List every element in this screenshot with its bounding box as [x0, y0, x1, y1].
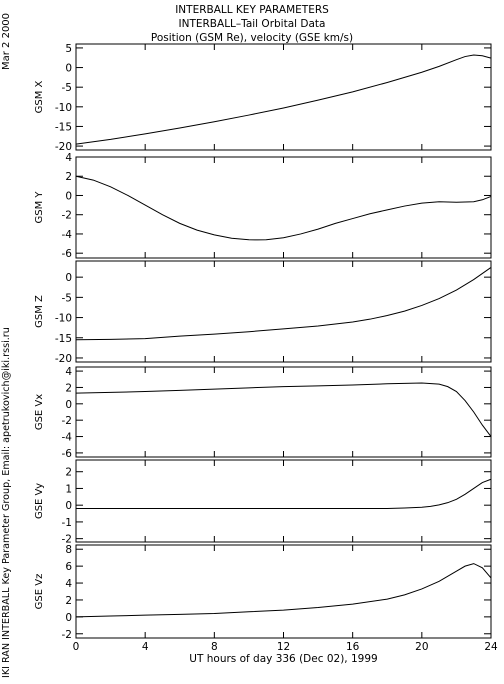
x-tick-label: 8	[211, 641, 218, 653]
y-tick-label: -4	[62, 229, 73, 241]
x-tick-label: 16	[346, 641, 360, 653]
y-tick-label: 2	[65, 171, 72, 183]
y-tick-label: -6	[62, 248, 73, 260]
chart-title: INTERBALL KEY PARAMETERS	[175, 4, 329, 16]
y-tick-label: 0	[65, 272, 72, 284]
series-line	[75, 267, 492, 341]
chart-subtitle-2: Position (GSM Re), velocity (GSE km/s)	[150, 32, 354, 44]
y-tick-label: -10	[55, 313, 72, 325]
y-tick-label: -5	[62, 82, 72, 94]
title-block: INTERBALL KEY PARAMETERS INTERBALL–Tail …	[0, 3, 504, 45]
y-tick-label: -4	[62, 432, 73, 444]
y-tick-label: 0	[65, 63, 72, 75]
y-tick-label: 1	[65, 483, 72, 495]
series-line	[75, 563, 492, 618]
y-tick-label: -2	[62, 415, 72, 427]
x-tick-label: 0	[73, 641, 80, 653]
chart-subtitle: INTERBALL–Tail Orbital Data	[178, 18, 326, 30]
y-tick-label: -1	[62, 517, 72, 529]
y-tick-label: 0	[65, 399, 72, 411]
y-tick-label: -20	[55, 353, 72, 365]
y-tick-label: 5	[65, 43, 72, 55]
y-axis-label: GSE Vx	[34, 394, 45, 430]
y-axis-label: GSE Vz	[34, 574, 45, 610]
x-axis-label: UT hours of day 336 (Dec 02), 1999	[189, 653, 377, 665]
y-tick-label: 4	[65, 152, 72, 164]
y-tick-label: -6	[62, 448, 73, 460]
y-tick-label: -2	[62, 534, 72, 546]
y-tick-label: 4	[65, 578, 72, 590]
y-tick-label: -2	[62, 210, 72, 222]
y-axis-label: GSM X	[34, 80, 45, 113]
series-line	[75, 382, 492, 437]
x-tick-label: 20	[415, 641, 428, 653]
y-tick-label: -15	[55, 333, 72, 345]
x-tick-label: 4	[142, 641, 149, 653]
y-axis-label: GSE Vy	[34, 483, 45, 519]
y-tick-label: 4	[65, 366, 72, 378]
panel-frame	[75, 544, 492, 639]
y-tick-label: 0	[65, 190, 72, 202]
y-tick-label: 2	[65, 595, 72, 607]
panel-frame	[75, 260, 492, 363]
y-tick-label: 6	[65, 561, 72, 573]
panel-frame	[75, 366, 492, 458]
series-line	[75, 175, 492, 241]
y-tick-label: -2	[62, 629, 72, 641]
panel-frame	[75, 459, 492, 543]
y-tick-label: -15	[55, 121, 72, 133]
y-tick-label: 0	[65, 612, 72, 624]
panel-frame	[75, 43, 492, 151]
x-tick-label: 24	[484, 641, 498, 653]
y-tick-label: -20	[55, 141, 72, 153]
y-tick-label: 0	[65, 500, 72, 512]
series-line	[76, 478, 492, 510]
y-tick-label: -5	[62, 292, 72, 304]
panel-frame	[75, 156, 492, 259]
y-axis-label: GSM Z	[34, 295, 45, 328]
x-tick-label: 12	[277, 641, 290, 653]
y-tick-label: 2	[65, 467, 72, 479]
y-tick-label: 2	[65, 382, 72, 394]
y-tick-label: -10	[55, 102, 72, 114]
y-axis-label: GSM Y	[34, 191, 45, 224]
y-tick-label: 8	[65, 544, 72, 556]
series-line	[75, 54, 492, 145]
